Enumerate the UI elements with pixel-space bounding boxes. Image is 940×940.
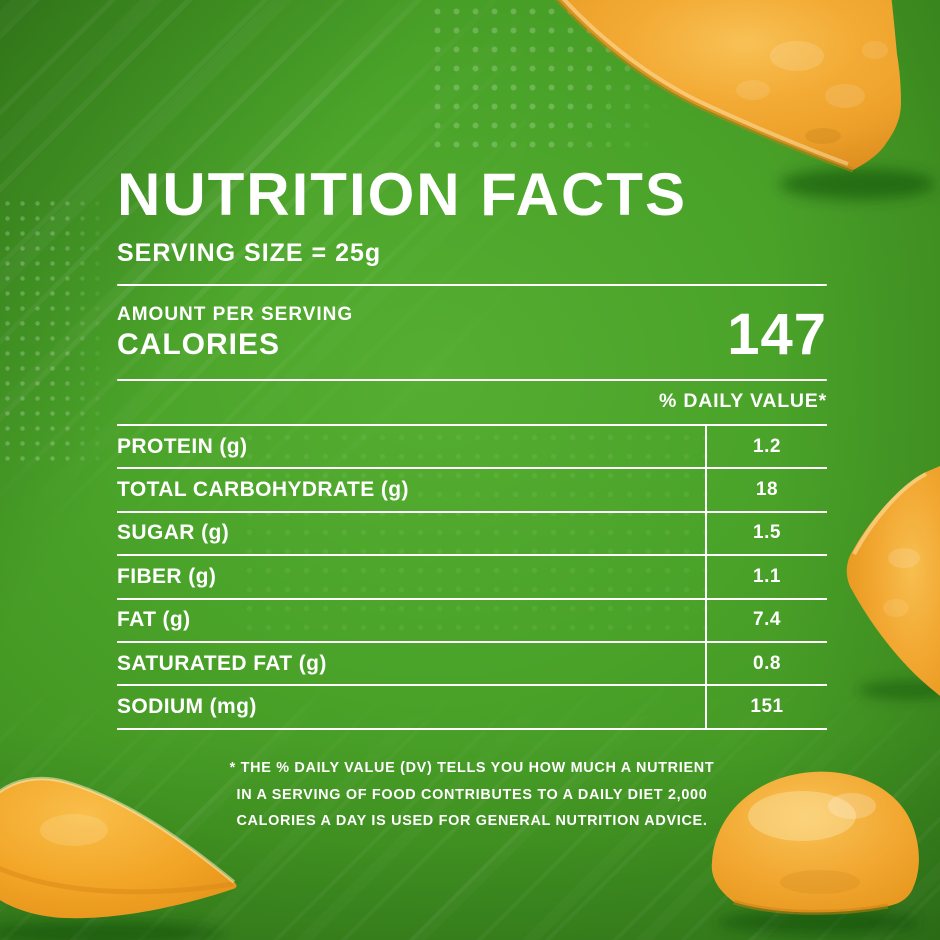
row-label: PROTEIN (g) [117,434,248,458]
row-value: 1.5 [705,512,827,555]
footnote-line: CALORIES A DAY IS USED FOR GENERAL NUTRI… [236,813,708,830]
row-label: SUGAR (g) [117,521,230,545]
nutrition-table: PROTEIN (g) 1.2 TOTAL CARBOHYDRATE (g) 1… [117,424,827,730]
table-row: SUGAR (g) 1.5 [117,512,827,557]
row-value: 7.4 [705,599,827,641]
divider-rule-top [117,284,827,286]
row-value: 18 [705,469,827,511]
row-label: TOTAL CARBOHYDRATE (g) [117,478,409,502]
row-value: 151 [705,686,827,728]
calories-label: CALORIES [117,328,281,361]
divider-rule-calories [117,379,827,381]
table-row: TOTAL CARBOHYDRATE (g) 18 [117,469,827,513]
table-row: PROTEIN (g) 1.2 [117,426,827,470]
calories-value: 147 [727,302,827,367]
dot-grid-left [0,196,114,464]
table-row: SATURATED FAT (g) 0.8 [117,642,827,687]
potato-chip-top-image [555,0,935,200]
row-value: 1.1 [705,556,827,598]
footnote-line: * THE % DAILY VALUE (DV) TELLS YOU HOW M… [229,760,715,776]
row-value: 0.8 [705,642,827,685]
row-label: FIBER (g) [117,564,217,588]
row-label: FAT (g) [117,608,191,632]
table-row: FIBER (g) 1.1 [117,556,827,600]
row-label: SODIUM (mg) [117,695,257,719]
potato-chip-bottom-right-image [711,771,920,934]
potato-chip-right-middle-image [846,466,940,700]
potato-chip-bottom-left-image [0,776,237,940]
amount-per-serving-label: AMOUNT PER SERVING [117,304,354,325]
row-value: 1.2 [705,426,827,468]
row-label: SATURATED FAT (g) [117,651,327,675]
daily-value-header: % DAILY VALUE* [659,390,827,412]
page-title: NUTRITION FACTS [117,161,687,228]
footnote-line: IN A SERVING OF FOOD CONTRIBUTES TO A DA… [236,786,708,803]
table-row: SODIUM (mg) 151 [117,686,827,730]
serving-size-label: SERVING SIZE = 25g [117,239,382,267]
footnote: * THE % DAILY VALUE (DV) TELLS YOU HOW M… [117,755,827,835]
table-row: FAT (g) 7.4 [117,599,827,643]
